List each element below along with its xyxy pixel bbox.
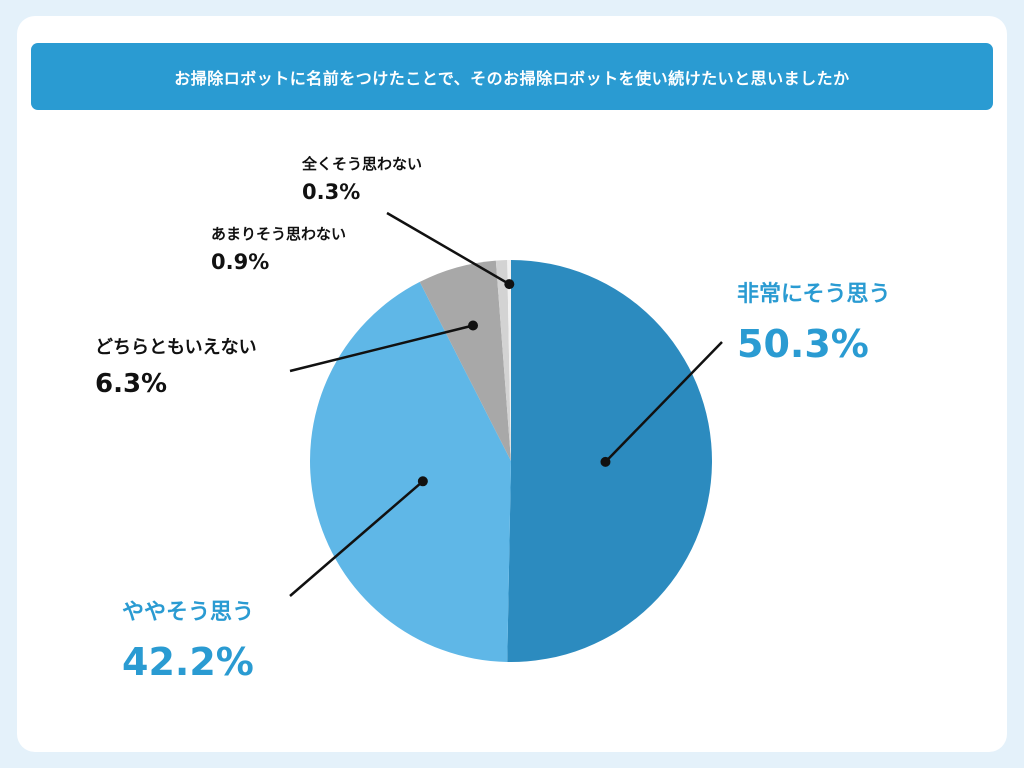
- slice-not-at-all-leader-line: [386, 211, 510, 286]
- slice-neutral: [419, 260, 511, 461]
- slice-not-much: [495, 260, 511, 461]
- slice-not-at-all-leader-dot: [504, 279, 515, 290]
- slice-very-much-leader-line: [604, 341, 723, 463]
- label-not-much-value: 0.9%: [211, 250, 270, 274]
- label-neutral-name: どちらともいえない: [95, 337, 257, 358]
- label-not-much: あまりそう思わない 0.9%: [211, 223, 346, 274]
- label-very-much-value: 50.3%: [737, 322, 869, 366]
- label-somewhat-value: 42.2%: [122, 640, 254, 684]
- label-not-at-all: 全くそう思わない 0.3%: [302, 153, 422, 204]
- slice-neutral-leader-dot: [468, 320, 479, 331]
- chart-title: お掃除ロボットに名前をつけたことで、そのお掃除ロボットを使い続けたいと思いました…: [174, 68, 850, 88]
- label-not-much-name: あまりそう思わない: [211, 225, 347, 243]
- label-neutral-value: 6.3%: [95, 369, 168, 399]
- label-neutral: どちらともいえない 6.3%: [95, 333, 257, 399]
- label-very-much: 非常にそう思う 50.3%: [737, 276, 891, 366]
- label-very-much-name: 非常にそう思う: [737, 282, 891, 307]
- slice-somewhat-leader-line: [289, 480, 424, 597]
- slice-very-much-leader-dot: [600, 456, 611, 467]
- title-banner: お掃除ロボットに名前をつけたことで、そのお掃除ロボットを使い続けたいと思いました…: [31, 43, 993, 110]
- label-somewhat-name: ややそう思う: [122, 600, 255, 625]
- slice-somewhat: [310, 281, 511, 662]
- label-not-at-all-name: 全くそう思わない: [302, 155, 423, 173]
- label-somewhat: ややそう思う 42.2%: [122, 594, 254, 684]
- slice-somewhat-leader-dot: [417, 476, 428, 487]
- slice-not-at-all: [507, 260, 511, 461]
- label-not-at-all-value: 0.3%: [302, 180, 361, 204]
- slice-neutral-leader-line: [289, 324, 474, 373]
